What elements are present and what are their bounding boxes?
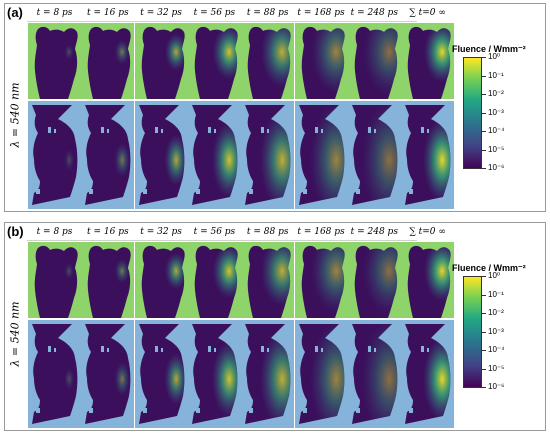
wavelength-label: λ = 540 nm <box>5 249 25 419</box>
time-column-header: t = 8 ps <box>36 8 73 18</box>
colorbar-tick-label: 10⁻³ <box>488 107 504 117</box>
colorbar-tick-label: 10⁻² <box>488 89 504 98</box>
time-column-header: t = 248 ps <box>350 227 398 237</box>
colorbar <box>463 57 482 169</box>
time-column-header: t = 56 ps <box>193 227 236 237</box>
fluence-map-side-view <box>347 101 401 209</box>
time-column-header: ∑ t=0 ∞ <box>409 227 446 237</box>
colorbar-tick-label: 10⁻⁴ <box>488 126 505 135</box>
fluence-map-side-view <box>241 320 295 428</box>
fluence-map-side-view <box>401 320 455 428</box>
colorbar-tick-label: 10⁻¹ <box>488 70 504 80</box>
fluence-map-side-view <box>187 320 241 428</box>
figure-panel: (b) λ = 540 nm t = 8 ps t = 16 ps <box>4 222 546 431</box>
fluence-map-side-view <box>28 101 81 209</box>
colorbar-tick-label: 10⁻² <box>488 308 504 317</box>
time-column-header: t = 16 ps <box>87 227 129 237</box>
fluence-map-top-view <box>81 23 135 99</box>
colorbar-tick-mark <box>482 149 486 151</box>
wavelength-text: λ = 540 nm <box>8 82 22 148</box>
fluence-map-top-view <box>28 242 81 318</box>
fluence-map-top-view <box>241 23 295 99</box>
colorbar-tick-label: 10⁻⁶ <box>488 382 505 391</box>
wavelength-text: λ = 540 nm <box>8 301 22 367</box>
header-rule <box>27 21 417 22</box>
fluence-map-side-view <box>134 320 188 428</box>
time-column-header: t = 168 ps <box>297 227 345 237</box>
figure-panel: (a) λ = 540 nm t = 8 ps t = 16 ps <box>4 3 546 212</box>
colorbar-tick-mark <box>482 276 486 277</box>
fluence-map-side-view <box>347 320 401 428</box>
colorbar-tick-mark <box>482 368 486 370</box>
colorbar-tick-mark <box>482 168 486 169</box>
colorbar-tick-mark <box>482 112 486 114</box>
time-column-header: t = 168 ps <box>297 8 345 18</box>
colorbar-tick-mark <box>482 313 486 314</box>
time-column-header: t = 32 ps <box>140 8 182 18</box>
fluence-map-top-view <box>81 242 135 318</box>
fluence-map-side-view <box>187 101 241 209</box>
fluence-map-top-view <box>187 23 241 99</box>
fluence-map-side-view <box>294 320 348 428</box>
time-column-header: t = 32 ps <box>140 227 182 237</box>
colorbar-tick-label: 10⁻⁶ <box>488 163 505 172</box>
colorbar-tick-mark <box>482 387 486 388</box>
fluence-map-side-view <box>134 101 188 209</box>
fluence-map-top-view <box>401 242 455 318</box>
fluence-map-side-view <box>241 101 295 209</box>
colorbar-title: Fluence / Wmm⁻² <box>452 44 526 54</box>
colorbar-tick-label: 10⁰ <box>488 271 501 280</box>
colorbar-tick-mark <box>482 94 486 95</box>
colorbar-tick-mark <box>482 75 486 77</box>
fluence-map-top-view <box>294 23 348 99</box>
fluence-map-top-view <box>187 242 241 318</box>
fluence-map-top-view <box>347 23 401 99</box>
colorbar-tick-label: 10⁻⁵ <box>488 363 505 373</box>
time-column-header: t = 88 ps <box>246 8 289 18</box>
fluence-map-top-view <box>347 242 401 318</box>
time-column-header: t = 248 ps <box>350 8 398 18</box>
colorbar-title: Fluence / Wmm⁻² <box>452 263 526 273</box>
colorbar <box>463 276 482 388</box>
panel-label: (a) <box>7 5 23 20</box>
time-column-header: t = 8 ps <box>36 227 73 237</box>
time-column-header: t = 16 ps <box>87 8 129 18</box>
header-rule <box>27 240 417 241</box>
fluence-map-side-view <box>81 101 135 209</box>
fluence-map-side-view <box>401 101 455 209</box>
time-column-header: t = 56 ps <box>193 8 236 18</box>
fluence-map-top-view <box>294 242 348 318</box>
panel-label: (b) <box>7 224 24 239</box>
time-column-header: ∑ t=0 ∞ <box>409 8 446 18</box>
fluence-map-top-view <box>134 23 188 99</box>
fluence-map-top-view <box>401 23 455 99</box>
colorbar-tick-label: 10⁻³ <box>488 326 504 336</box>
fluence-map-side-view <box>294 101 348 209</box>
wavelength-label: λ = 540 nm <box>5 30 25 200</box>
colorbar-tick-mark <box>482 131 486 132</box>
colorbar-tick-label: 10⁻⁴ <box>488 345 505 354</box>
fluence-map-side-view <box>28 320 81 428</box>
colorbar-tick-mark <box>482 294 486 296</box>
colorbar-tick-label: 10⁰ <box>488 52 501 61</box>
colorbar-tick-label: 10⁻¹ <box>488 289 504 299</box>
fluence-map-top-view <box>241 242 295 318</box>
fluence-map-side-view <box>81 320 135 428</box>
fluence-map-top-view <box>134 242 188 318</box>
colorbar-tick-mark <box>482 350 486 351</box>
colorbar-tick-mark <box>482 57 486 58</box>
colorbar-tick-label: 10⁻⁵ <box>488 144 505 154</box>
colorbar-tick-mark <box>482 331 486 333</box>
fluence-map-top-view <box>28 23 81 99</box>
time-column-header: t = 88 ps <box>246 227 289 237</box>
